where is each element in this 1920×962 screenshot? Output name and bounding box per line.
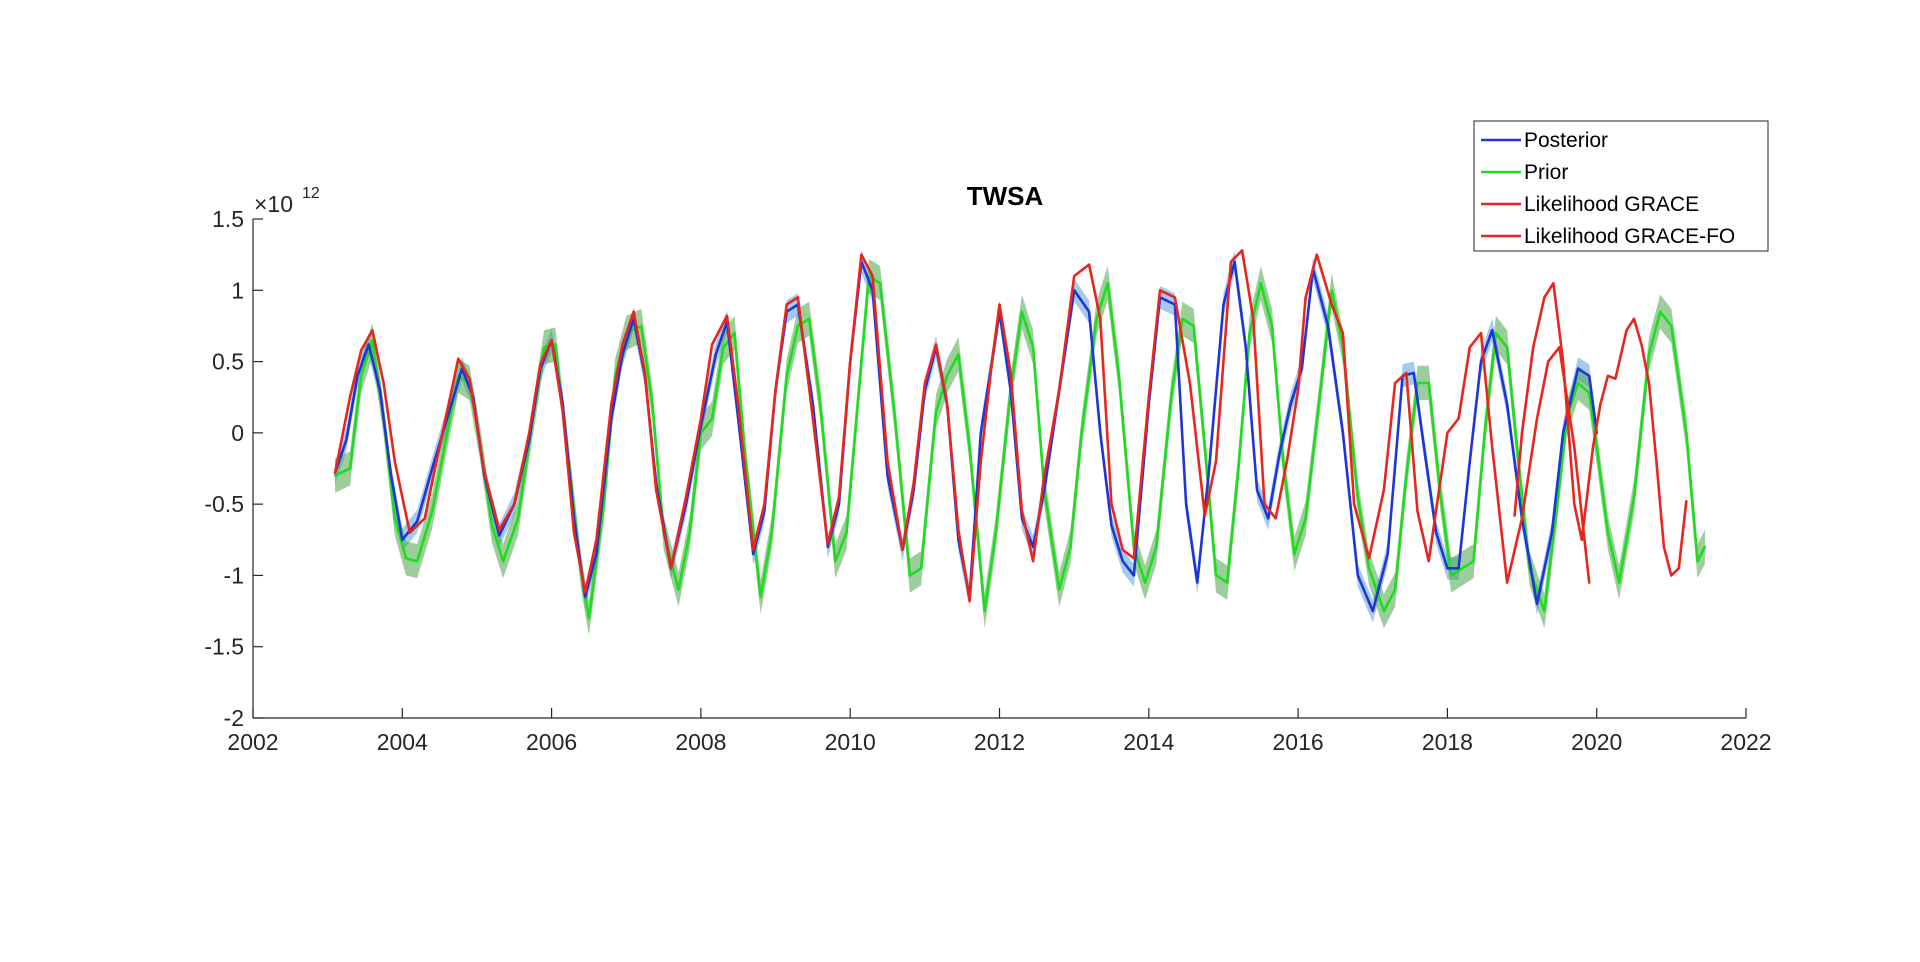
y-tick-label: -2: [224, 705, 244, 731]
y-multiplier-base: ×10: [254, 191, 293, 217]
x-tick-label: 2004: [377, 729, 428, 755]
y-tick-label: -0.5: [204, 491, 244, 517]
x-tick-label: 2018: [1422, 729, 1473, 755]
x-tick-label: 2014: [1123, 729, 1174, 755]
x-tick-label: 2020: [1571, 729, 1622, 755]
series-line-0: [333, 260, 1598, 613]
y-tick-label: -1: [224, 562, 244, 588]
band-1: [335, 258, 1705, 636]
x-tick-label: 2016: [1273, 729, 1324, 755]
x-tick-label: 2002: [227, 729, 278, 755]
y-tick-label: 0.5: [212, 349, 244, 375]
legend-box: [1473, 120, 1769, 252]
chart-title: TWSA: [967, 181, 1044, 211]
x-tick-label: 2006: [526, 729, 577, 755]
series-line-2: [333, 249, 1591, 603]
series-lines: [333, 249, 1707, 620]
x-tick-label: 2008: [675, 729, 726, 755]
x-tick-label: 2022: [1720, 729, 1771, 755]
axes: 2002 2004 2006 2008 2010 2012 2014 2016 2018 2020…: [204, 206, 1771, 755]
y-tick-label: -1.5: [204, 634, 244, 660]
band-0: [335, 250, 1597, 623]
series-line-3: [1513, 281, 1688, 577]
legend-label: Prior: [1524, 161, 1568, 184]
uncertainty-bands: [335, 250, 1705, 636]
y-tick-label: 1: [231, 277, 244, 303]
legend-label: Likelihood GRACE: [1524, 193, 1699, 216]
y-tick-label: 1.5: [212, 206, 244, 232]
x-tick-label: 2012: [974, 729, 1025, 755]
legend: Posterior Prior Likelihood GRACE Likelihood…: [1473, 120, 1769, 252]
x-tick-label: 2010: [825, 729, 876, 755]
y-tick-label: 0: [231, 420, 244, 446]
legend-label: Likelihood GRACE-FO: [1524, 225, 1735, 248]
legend-label: Posterior: [1524, 129, 1608, 152]
y-multiplier-exponent: 12: [302, 185, 320, 202]
y-axis-multiplier: ×10 12: [254, 185, 320, 217]
